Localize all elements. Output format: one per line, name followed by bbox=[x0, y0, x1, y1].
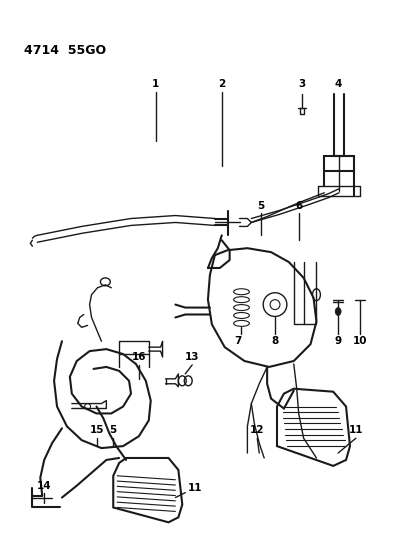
Text: 11: 11 bbox=[188, 483, 202, 492]
Text: 14: 14 bbox=[37, 481, 51, 491]
Text: 10: 10 bbox=[353, 336, 367, 346]
Text: 11: 11 bbox=[349, 425, 363, 435]
Text: 12: 12 bbox=[250, 425, 264, 435]
Text: 5: 5 bbox=[257, 200, 265, 211]
Text: 2: 2 bbox=[218, 79, 225, 89]
Text: 9: 9 bbox=[335, 336, 342, 346]
Text: 7: 7 bbox=[234, 336, 241, 346]
Text: 1: 1 bbox=[152, 79, 159, 89]
Text: 15: 15 bbox=[90, 425, 105, 435]
Text: 4: 4 bbox=[335, 79, 342, 89]
Text: 3: 3 bbox=[298, 79, 305, 89]
Text: 8: 8 bbox=[271, 336, 279, 346]
Ellipse shape bbox=[335, 308, 341, 316]
Text: 13: 13 bbox=[185, 352, 200, 362]
Text: 4714  55GO: 4714 55GO bbox=[24, 44, 106, 57]
Text: 5: 5 bbox=[110, 425, 117, 435]
Text: 16: 16 bbox=[132, 352, 146, 362]
Text: 6: 6 bbox=[295, 200, 302, 211]
